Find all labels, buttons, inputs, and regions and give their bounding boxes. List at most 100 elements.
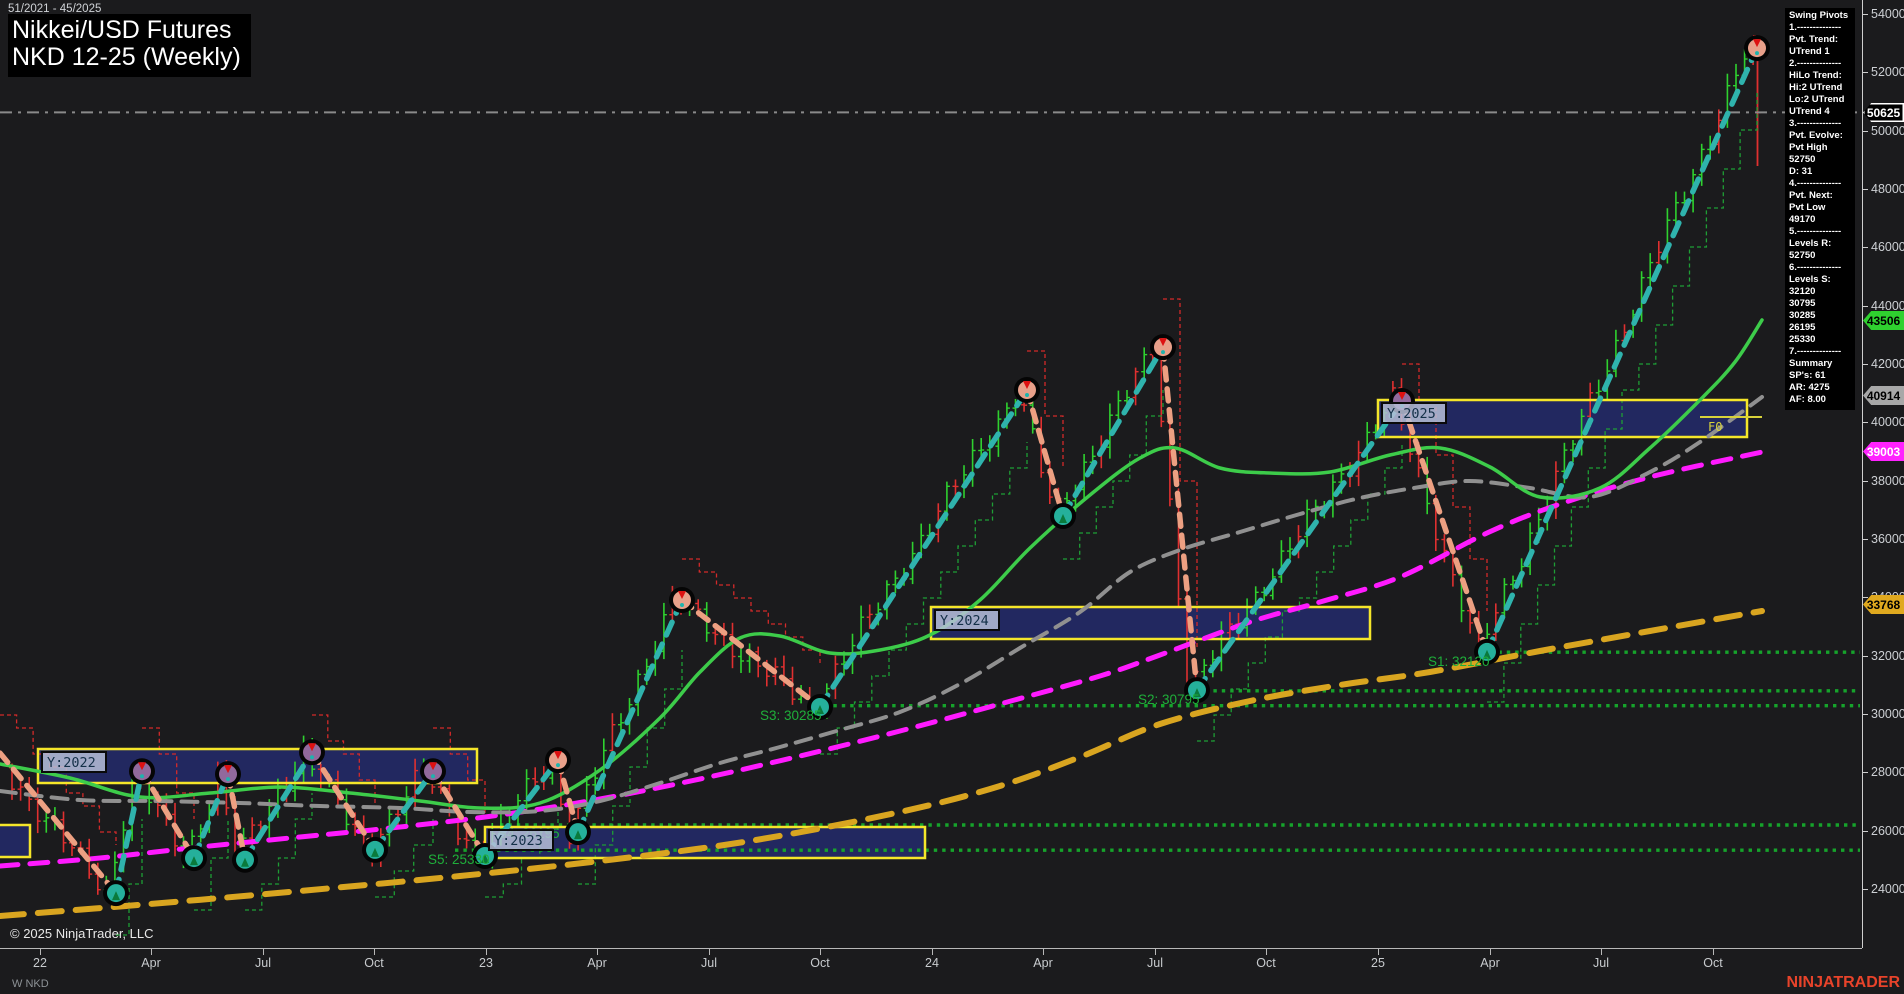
price-axis-tick	[1862, 714, 1868, 715]
pivot-high-dot-icon	[1161, 350, 1165, 355]
pivot-low-arrow-icon	[574, 830, 582, 840]
time-axis-tick	[151, 948, 152, 955]
swing-panel-line: Pvt Low	[1789, 202, 1826, 213]
pivot-high-marker[interactable]	[673, 591, 691, 609]
time-axis-label: Jul	[255, 956, 271, 970]
price-axis-label: 30000	[1871, 707, 1904, 721]
price-axis-label: 50000	[1871, 124, 1904, 138]
long-trail-step-line	[375, 819, 434, 898]
pivot-high-arrow-icon	[138, 762, 146, 771]
time-axis-tick	[1043, 948, 1044, 955]
time-axis-label: Apr	[587, 956, 607, 970]
pivot-high-marker[interactable]	[424, 762, 442, 781]
time-axis-label: Oct	[1256, 956, 1276, 970]
swing-panel-line: Pvt. Trend:	[1789, 34, 1839, 45]
pivot-high-dot-icon	[1025, 393, 1029, 397]
swing-panel-line: Summary	[1789, 358, 1833, 369]
time-axis-label: 23	[479, 956, 493, 970]
time-axis-label: Apr	[141, 956, 161, 970]
price-axis-tick	[1862, 131, 1868, 132]
pivot-high-marker[interactable]	[1748, 39, 1766, 58]
date-range-label: 51/2021 - 45/2025	[8, 3, 102, 15]
long-trail-step-line	[1197, 442, 1403, 742]
price-axis-tick	[1862, 422, 1868, 423]
down-swing-line	[1399, 398, 1490, 655]
up-swing-line	[191, 771, 231, 861]
time-axis-label: Apr	[1480, 956, 1500, 970]
swing-panel-line: Pvt. Next:	[1789, 190, 1833, 201]
price-axis-tick	[1862, 481, 1868, 482]
swing-panel-line: 49170	[1789, 214, 1816, 225]
price-axis-tick	[1862, 306, 1868, 307]
price-axis-label: 40000	[1871, 415, 1904, 429]
up-swing-line	[482, 757, 561, 859]
price-axis-label: 52000	[1871, 65, 1904, 79]
pivot-high-arrow-icon	[1753, 39, 1761, 48]
swing-panel-line: D: 31	[1789, 166, 1813, 177]
swing-panel-line: HiLo Trend:	[1789, 70, 1842, 81]
pivot-high-marker[interactable]	[1018, 381, 1036, 399]
contract-subtitle: NKD 12-25 (Weekly)	[12, 43, 241, 71]
pivot-high-dot-icon	[226, 777, 230, 782]
price-axis-label: 28000	[1871, 765, 1904, 779]
up-swing-line	[242, 749, 315, 863]
year-range-box	[0, 825, 30, 857]
price-axis-label: 24000	[1871, 882, 1904, 896]
instrument-title: Nikkei/USD Futures	[12, 16, 232, 44]
price-marker-tag: 33768	[1863, 595, 1904, 614]
price-axis-tick	[1862, 539, 1868, 540]
short-trail-step-line	[142, 727, 195, 819]
price-axis-tick	[1862, 656, 1868, 657]
ma-gray	[0, 395, 1764, 815]
year-range-box-border	[0, 823, 32, 859]
year-range-box-border	[483, 825, 927, 860]
down-swing-line	[1160, 344, 1200, 693]
year-label: Y:2022	[47, 755, 96, 771]
swing-panel-line: 26195	[1789, 322, 1816, 333]
price-axis-tick	[1862, 14, 1868, 15]
pivot-high-marker[interactable]	[133, 762, 151, 781]
time-axis-tick	[1713, 948, 1714, 955]
copyright-notice: © 2025 NinjaTrader, LLC	[10, 926, 154, 941]
down-swing-line	[225, 771, 248, 863]
up-swing-line	[817, 387, 1030, 710]
swing-panel-line: 30795	[1789, 298, 1816, 309]
time-axis-tick	[486, 948, 487, 955]
pivot-high-marker[interactable]	[303, 743, 321, 762]
pivot-low-arrow-icon	[1059, 514, 1067, 523]
pivot-high-marker[interactable]	[219, 765, 237, 784]
price-marker-tag: 40914	[1863, 386, 1904, 405]
down-swing-line	[1024, 387, 1066, 519]
time-axis-tick	[1155, 948, 1156, 955]
time-axis-tick	[820, 948, 821, 955]
short-trail-step-line	[682, 558, 821, 663]
pivot-low-arrow-icon	[112, 891, 120, 901]
swing-panel-line: Pvt High	[1789, 142, 1828, 153]
time-axis-label: Oct	[364, 956, 384, 970]
swing-panel-line: AR: 4275	[1789, 382, 1830, 393]
pivot-high-marker[interactable]	[1154, 338, 1172, 357]
swing-panel-line: Lo:2 UTrend	[1789, 94, 1845, 105]
price-axis-label: 48000	[1871, 182, 1904, 196]
swing-panel-line: 6.--------------	[1789, 262, 1842, 273]
long-trail-step-line	[116, 819, 143, 936]
price-axis-label: 42000	[1871, 357, 1904, 371]
workspace-tab-w-nkd[interactable]: W NKD	[12, 978, 49, 990]
time-axis-label: Apr	[1033, 956, 1053, 970]
year-range-box	[931, 607, 1370, 639]
time-axis-tick	[40, 948, 41, 955]
long-trail-step-line	[485, 806, 559, 898]
price-axis-tick	[1862, 597, 1868, 598]
pivot-high-marker[interactable]	[549, 751, 567, 770]
pivot-high-arrow-icon	[224, 765, 232, 774]
down-swing-line	[679, 597, 823, 710]
swing-panel-line: 30285	[1789, 310, 1816, 321]
up-swing-line	[113, 768, 145, 896]
time-axis-label: Oct	[810, 956, 830, 970]
price-axis-label: 38000	[1871, 474, 1904, 488]
swing-panel-line: Levels S:	[1789, 274, 1831, 285]
swing-panel-line: 52750	[1789, 154, 1816, 165]
pivot-high-arrow-icon	[308, 743, 316, 752]
pivot-low-arrow-icon	[481, 854, 489, 863]
